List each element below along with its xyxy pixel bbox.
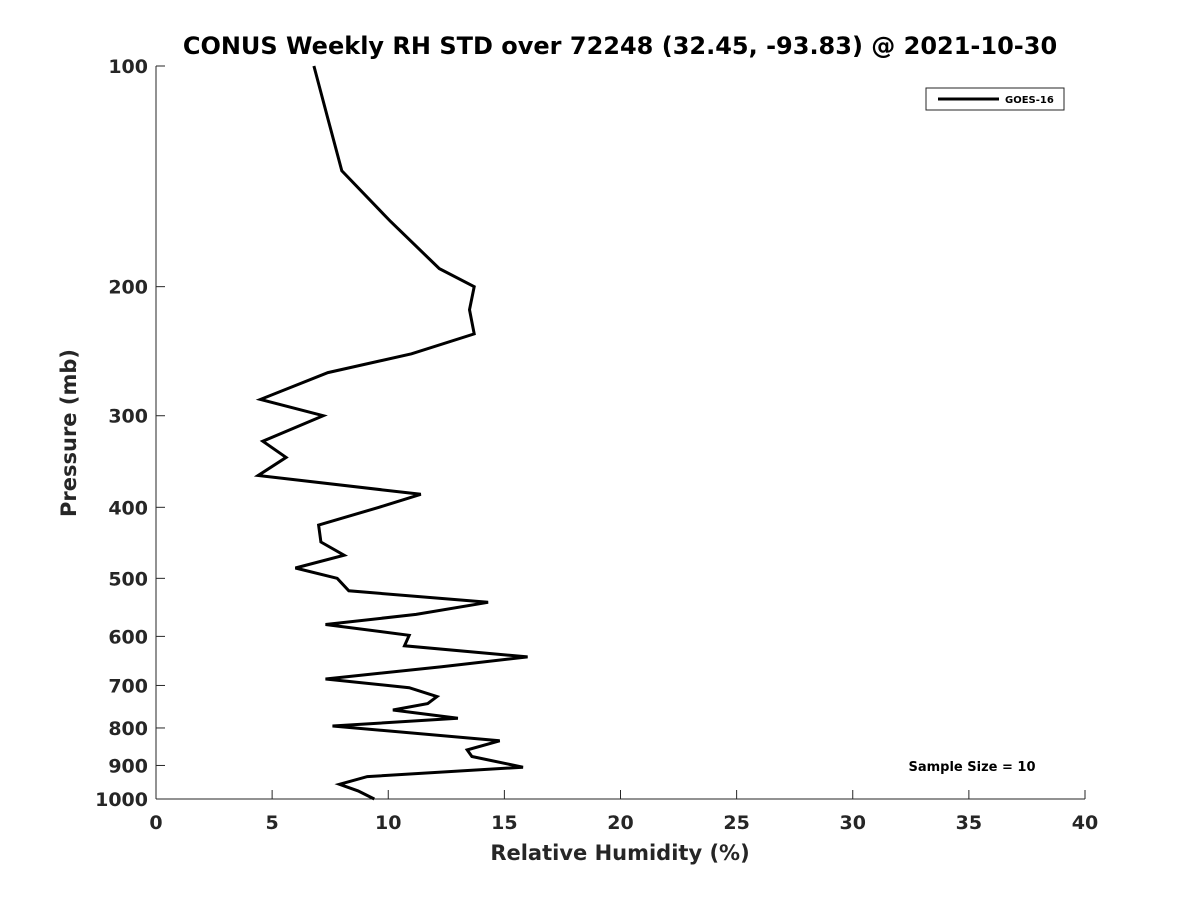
- x-tick-label: 0: [149, 812, 162, 834]
- x-tick-label: 10: [375, 812, 401, 834]
- x-tick-label: 15: [491, 812, 517, 834]
- chart-title: CONUS Weekly RH STD over 72248 (32.45, -…: [183, 32, 1057, 60]
- sample-size-annotation: Sample Size = 10: [908, 760, 1035, 775]
- y-tick-label: 300: [108, 406, 148, 428]
- x-tick-label: 30: [840, 812, 866, 834]
- y-tick-label: 700: [108, 675, 148, 697]
- legend: GOES-16: [925, 87, 1065, 111]
- y-tick-label: 900: [108, 755, 148, 777]
- x-tick-label: 5: [266, 812, 279, 834]
- series-line-goes-16: [253, 65, 528, 801]
- y-tick-label: 200: [108, 277, 148, 299]
- x-tick-label: 35: [956, 812, 982, 834]
- y-tick-label: 100: [108, 56, 148, 78]
- y-tick-label: 800: [108, 718, 148, 740]
- y-tick-label: 600: [108, 626, 148, 648]
- plot-axes: 0 5 10 15 20 25 30 35 40 100 200 300 400 500 600 700 800…: [95, 56, 1098, 834]
- x-axis-label: Relative Humidity (%): [490, 841, 749, 865]
- y-axis-label: Pressure (mb): [57, 349, 81, 517]
- x-tick-label: 40: [1072, 812, 1098, 834]
- y-tick-label: 1000: [95, 789, 148, 811]
- legend-label: GOES-16: [1005, 95, 1054, 106]
- x-tick-label: 25: [723, 812, 749, 834]
- y-tick-label: 500: [108, 568, 148, 590]
- y-tick-label: 400: [108, 497, 148, 519]
- x-tick-label: 20: [607, 812, 633, 834]
- series-layer: [253, 65, 528, 801]
